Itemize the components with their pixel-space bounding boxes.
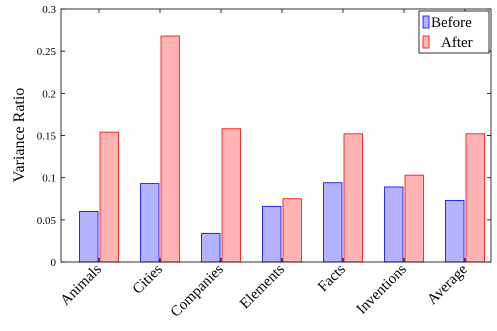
- y-tick-label: 0.15: [37, 131, 57, 143]
- bar-after-elements: [282, 198, 302, 263]
- x-tick-label-inventions: Inventions: [354, 261, 410, 317]
- legend-swatch-before: [422, 15, 430, 29]
- bar-after-facts: [343, 133, 363, 263]
- legend-label-before: Before: [431, 15, 472, 31]
- bar-before-average: [445, 200, 465, 263]
- bar-before-facts: [323, 182, 343, 263]
- y-tick-label: 0.2: [42, 88, 56, 100]
- y-tick-label: 0.3: [42, 4, 56, 16]
- y-axis: 0 0.05 0.1 0.15 0.2 0.25 0.3: [37, 4, 491, 269]
- bar-after-companies: [221, 128, 241, 263]
- x-tick-label-average: Average: [424, 261, 471, 308]
- x-tick-label-elements: Elements: [237, 261, 288, 312]
- bar-after-inventions: [404, 174, 424, 263]
- y-tick-label: 0: [51, 257, 57, 269]
- x-tick-label-companies: Companies: [168, 261, 227, 320]
- y-tick-label: 0.25: [37, 46, 57, 58]
- legend-box: [418, 10, 490, 54]
- bar-before-cities: [140, 183, 160, 263]
- legend-label-after: After: [441, 35, 473, 51]
- x-tick-label-facts: Facts: [315, 261, 349, 295]
- y-axis-title: Variance Ratio: [11, 88, 28, 183]
- bar-before-companies: [201, 232, 221, 263]
- x-tick-label-cities: Cities: [130, 261, 166, 297]
- legend-swatch-after: [422, 35, 430, 49]
- bar-after-animals: [99, 131, 119, 263]
- bar-before-animals: [79, 210, 99, 263]
- bar-after-average: [465, 133, 485, 263]
- bar-before-inventions: [384, 186, 404, 263]
- bar-after-cities: [160, 35, 180, 263]
- x-tick-label-animals: Animals: [58, 261, 105, 308]
- legend: Before After: [418, 10, 490, 54]
- y-tick-label: 0.05: [37, 215, 57, 227]
- bar-before-elements: [262, 205, 282, 263]
- y-tick-label: 0.1: [42, 173, 56, 185]
- x-axis: Animals Cities Companies Elements Facts Inven…: [58, 261, 472, 320]
